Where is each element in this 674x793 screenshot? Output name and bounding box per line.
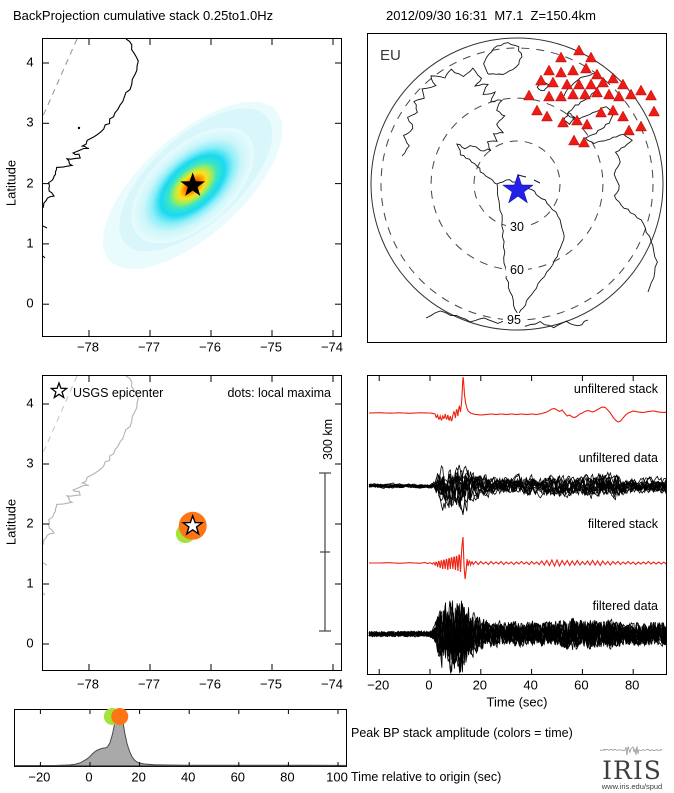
ring-label-bg [503, 313, 525, 326]
iris-logo-url: www.iris.edu/spud [601, 782, 663, 792]
region-label: EU [380, 47, 401, 64]
hist-x-tick-label: 20 [131, 769, 146, 785]
station-globe-panel: EU 30 60 95 [367, 33, 667, 343]
bp-map-x-tick-label: −75 [259, 339, 283, 355]
bp-map-y-tick-label: 0 [26, 295, 34, 311]
waveform-x-tick-label: 60 [574, 677, 589, 693]
iris-seismogram-icon [599, 746, 663, 756]
hist-x-tick-label: 60 [230, 769, 246, 785]
maxima-map-y-tick-label: 1 [26, 575, 34, 591]
bp-map-y-tick-label: 2 [26, 175, 34, 191]
y-axis-label-bp-map: Latitude [3, 159, 19, 207]
waveform-x-tick-label: 0 [425, 677, 433, 693]
trace-label-filtered-stack: filtered stack [588, 517, 659, 531]
maxima-map-x-tick-label: −75 [259, 676, 283, 692]
maxima-map-y-tick-label: 0 [26, 635, 34, 651]
maxima-map-x-tick-label: −77 [137, 676, 161, 692]
bp-map-x-tick-label: −77 [137, 339, 161, 355]
waveform-x-tick-label: 40 [523, 677, 538, 693]
maxima-map-y-tick-label: 4 [26, 395, 34, 411]
station-globe: EU 30 60 95 [370, 37, 664, 331]
event-info: 2012/09/30 16:31 M7.1 Z=150.4km [386, 8, 596, 23]
maxima-map-x-tick-label: −76 [198, 676, 222, 692]
ring-label-bg [506, 220, 528, 233]
distance-ring-labels: 30 60 95 [503, 220, 528, 327]
trace-label-unfiltered-stack: unfiltered stack [574, 382, 659, 396]
iris-logo: IRIS www.iris.edu/spud [594, 742, 670, 791]
hist-x-tick-label: 40 [180, 769, 196, 785]
trace-label-filtered-data: filtered data [593, 599, 658, 613]
local-maxima-map: USGS epicenter dots: local maxima 300 km [43, 376, 341, 670]
maxima-map-x-tick-label: −74 [320, 676, 344, 692]
hist-x-tick-label: 100 [326, 769, 348, 785]
y-axis-label-maxima-map: Latitude [3, 498, 19, 546]
bp-map-x-tick-label: −74 [320, 339, 344, 355]
x-axis-label-origin-time: Time relative to origin (sec) [351, 770, 502, 784]
legend-epicenter-label: USGS epicenter [73, 386, 163, 400]
legend-dots-label: dots: local maxima [227, 386, 331, 400]
histogram-caption: Peak BP stack amplitude (colors = time) [351, 726, 573, 740]
bp-map-x-tick-label: −76 [198, 339, 222, 355]
hist-x-tick-label: 0 [85, 769, 93, 785]
figure-title: BackProjection cumulative stack 0.25to1.… [13, 8, 274, 23]
bp-stack-map-panel [42, 38, 342, 337]
bp-map-y-tick-label: 1 [26, 235, 34, 251]
ring-label-30: 30 [510, 220, 524, 234]
peak-amplitude-curve [15, 708, 346, 767]
local-maxima-map-panel: USGS epicenter dots: local maxima 300 km [42, 375, 342, 671]
waveform-x-tick-label: 80 [624, 677, 640, 693]
maxima-map-y-tick-label: 2 [26, 515, 34, 531]
hist-x-tick-label: −20 [28, 769, 51, 785]
scalebar-label: 300 km [321, 419, 335, 460]
ring-label-bg [506, 263, 528, 276]
bp-map-y-tick-label: 4 [26, 54, 34, 70]
iris-logo-text: IRIS [602, 756, 662, 785]
bp-stack-map [43, 39, 341, 336]
trace-label-unfiltered-data: unfiltered data [579, 451, 658, 465]
peak-amplitude-panel [14, 708, 347, 767]
hist-x-tick-label: 80 [280, 769, 295, 785]
waveform-x-tick-label: −20 [367, 677, 390, 693]
maxima-map-x-tick-label: −78 [76, 676, 100, 692]
waveform-x-tick-label: 20 [472, 677, 488, 693]
x-axis-label-time: Time (sec) [486, 694, 548, 710]
maxima-map-y-tick-label: 3 [26, 455, 34, 471]
ring-label-60: 60 [510, 263, 524, 277]
bp-map-x-tick-label: −78 [76, 339, 100, 355]
ring-label-95: 95 [507, 313, 521, 327]
bp-map-y-tick-label: 3 [26, 114, 34, 130]
waveform-panel: unfiltered stack unfiltered data filtere… [367, 375, 667, 675]
waveforms: unfiltered stack unfiltered data filtere… [368, 376, 666, 674]
